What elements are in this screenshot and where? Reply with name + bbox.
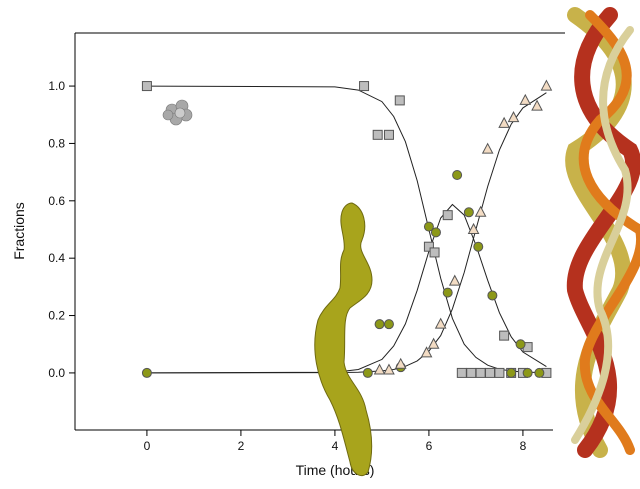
circle-point <box>442 287 453 298</box>
square-point <box>499 330 510 341</box>
square-point <box>423 241 434 252</box>
circle-point <box>362 367 373 378</box>
x-tick-label: 8 <box>520 439 527 453</box>
fit-line <box>146 92 547 374</box>
square-point <box>466 367 477 378</box>
square-point <box>456 367 467 378</box>
y-tick-label: 1.0 <box>48 79 65 93</box>
x-tick-label: 6 <box>426 439 433 453</box>
circle-point <box>383 319 394 330</box>
square-point <box>394 95 405 106</box>
square-point <box>494 367 505 378</box>
y-tick-label: 0.6 <box>48 194 65 208</box>
circle-point <box>452 169 463 180</box>
triangle-point <box>507 111 520 123</box>
triangle-point <box>427 337 440 349</box>
x-tick-label: 4 <box>332 439 339 453</box>
triangle-point <box>383 363 395 375</box>
molecule-icon <box>162 99 193 126</box>
circle-point <box>506 367 517 378</box>
square-point <box>372 129 383 140</box>
triangle-point <box>474 205 487 217</box>
x-tick-label: 2 <box>238 439 245 453</box>
triangle-point <box>373 363 386 375</box>
helix-image <box>565 7 640 458</box>
circle-point <box>374 319 385 330</box>
square-point <box>383 129 394 140</box>
triangle-point <box>467 222 480 234</box>
triangle-point <box>498 116 510 128</box>
circle-point <box>463 207 474 218</box>
triangle-point <box>519 93 532 105</box>
square-point <box>429 247 440 258</box>
fibril-image <box>314 202 373 477</box>
circle-point <box>423 221 434 232</box>
triangle-point <box>481 142 494 154</box>
y-tick-label: 0.8 <box>48 136 65 150</box>
circle-point <box>522 367 533 378</box>
decoration <box>162 99 193 126</box>
y-tick-label: 0.0 <box>48 366 65 380</box>
triangle-point <box>420 346 433 358</box>
circle-point <box>515 339 526 350</box>
y-tick-label: 0.4 <box>48 251 65 265</box>
triangle-point <box>540 79 553 91</box>
square-point <box>141 81 152 92</box>
circle-point <box>430 227 441 238</box>
square-point <box>442 210 453 221</box>
circle-point <box>141 367 152 378</box>
y-tick-label: 0.2 <box>48 309 65 323</box>
triangle-point <box>434 317 447 329</box>
circle-point <box>534 367 545 378</box>
square-point <box>475 367 486 378</box>
y-axis-label: Fractions <box>11 202 27 260</box>
triangle-point <box>531 99 543 111</box>
x-tick-label: 0 <box>144 439 151 453</box>
triangle-point <box>448 274 461 286</box>
square-point <box>359 81 370 92</box>
circle-point <box>487 290 498 301</box>
triangle-point <box>394 357 407 369</box>
square-point <box>485 367 496 378</box>
circle-point <box>473 241 484 252</box>
fit-line <box>146 203 547 374</box>
